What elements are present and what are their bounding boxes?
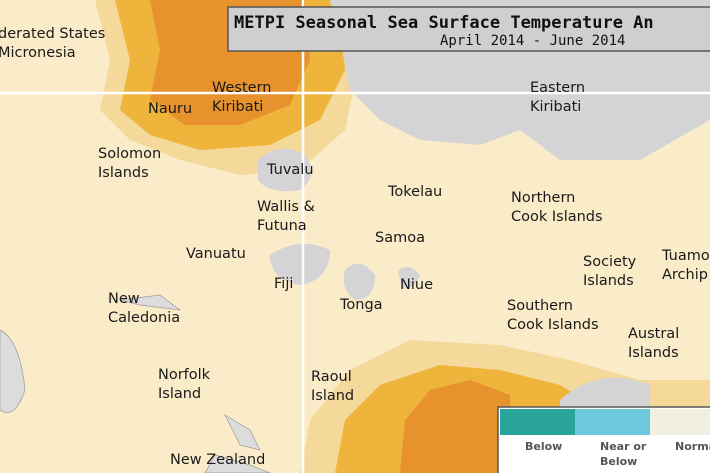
place-label: Nauru	[148, 101, 192, 117]
place-label: Norfolk	[158, 367, 211, 383]
place-label: Islands	[583, 273, 634, 289]
place-label: Southern	[507, 298, 573, 314]
place-label: Tonga	[339, 297, 383, 313]
place-labels: derated States Micronesia Nauru Western Kiri…	[0, 26, 710, 468]
place-label: Caledonia	[108, 310, 180, 326]
island	[204, 414, 271, 473]
place-label: Niue	[400, 277, 433, 293]
legend-swatch	[650, 409, 710, 435]
legend-label: Below	[600, 455, 637, 468]
legend-label: Norma	[675, 440, 710, 453]
place-label: New	[108, 291, 140, 307]
place-label: Cook Islands	[507, 317, 599, 333]
place-label: Futuna	[257, 218, 307, 234]
neutral-region	[343, 263, 375, 300]
place-label: Island	[158, 386, 201, 402]
place-label: Kiribati	[212, 99, 263, 115]
anomaly-region	[400, 380, 510, 473]
legend-label: Near or	[600, 440, 647, 453]
place-label: Cook Islands	[511, 209, 603, 225]
place-label: Fiji	[274, 276, 293, 292]
neutral-region	[398, 266, 420, 289]
place-label: Solomon	[98, 146, 161, 162]
title-box	[227, 6, 710, 52]
title: METPI Seasonal Sea Surface Temperature A…	[234, 13, 654, 33]
legend-items: Below Near or Below Norma	[500, 409, 710, 468]
place-label: Tokelau	[387, 184, 442, 200]
place-label: Archip	[662, 267, 708, 283]
place-label: New Zealand	[170, 452, 265, 468]
place-label: Islands	[98, 165, 149, 181]
neutral-region	[560, 377, 650, 410]
place-label: derated States	[0, 26, 105, 42]
subtitle: April 2014 - June 2014	[440, 33, 625, 49]
place-label: Wallis &	[257, 199, 315, 215]
legend-swatch	[500, 409, 575, 435]
place-label: Vanuatu	[186, 246, 246, 262]
place-label: Austral	[628, 326, 679, 342]
place-label: Northern	[511, 190, 575, 206]
neutral-region	[270, 243, 330, 285]
place-label: Samoa	[375, 230, 425, 246]
place-label: Micronesia	[0, 45, 76, 61]
place-label: Tuvalu	[266, 162, 314, 178]
place-label: Islands	[628, 345, 679, 361]
place-label: Raoul	[311, 369, 352, 385]
australia	[0, 329, 26, 413]
place-label: Eastern	[530, 80, 585, 96]
island	[119, 294, 182, 311]
legend-swatch	[575, 409, 650, 435]
place-label: Society	[583, 254, 637, 270]
legend-label: Below	[525, 440, 562, 453]
place-label: Island	[311, 388, 354, 404]
place-label: Western	[212, 80, 271, 96]
place-label: Tuamo	[661, 248, 710, 264]
neutral-region	[258, 148, 312, 192]
place-label: Kiribati	[530, 99, 581, 115]
